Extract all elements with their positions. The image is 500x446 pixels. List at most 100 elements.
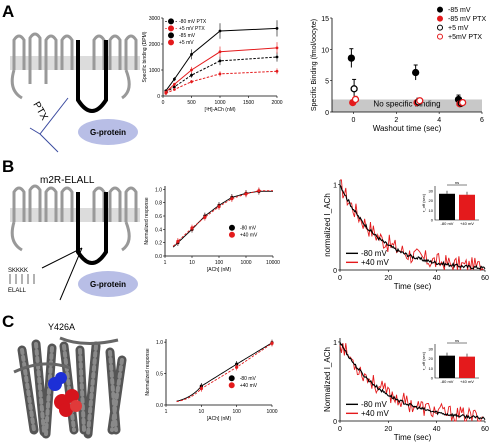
x-tick-label: 0 (351, 117, 355, 124)
gprotein-label-b: G-protein (90, 280, 126, 289)
inset-category-label: -80 mV (441, 221, 454, 226)
legend-swatch (228, 375, 235, 382)
series-line (165, 56, 278, 93)
x-tick-label: 1 (165, 409, 168, 415)
legend-swatch (228, 382, 235, 389)
x-tick-label: 40 (433, 275, 441, 282)
legend-label: -80 mV (240, 376, 257, 382)
y-tick-label: 1 (333, 182, 337, 189)
data-point (164, 90, 168, 94)
x-tick-label: 1000 (266, 409, 277, 415)
legend-label: +5 mV (179, 40, 194, 46)
legend-swatch (437, 15, 443, 22)
chart-a-washout: No specific binding 0 2 4 6 0 5 10 15 Washout tim… (311, 6, 486, 133)
inset-y-tick: 0 (431, 218, 434, 223)
x-axis-label: Time (sec) (394, 433, 432, 442)
x-tick-label: 20 (384, 426, 392, 433)
data-point (218, 59, 222, 63)
legend-swatch (168, 32, 174, 39)
seq-top: SKKKK (8, 268, 28, 274)
data-point (176, 239, 180, 243)
inset-category-label: +40 mV (460, 221, 474, 226)
x-tick-label: 2 (394, 117, 398, 124)
fit-curve (176, 343, 273, 403)
data-point (218, 50, 222, 54)
x-tick-label: 500 (187, 100, 196, 106)
panel-label-b: B (2, 157, 14, 176)
legend-label: +40 mV (240, 232, 258, 238)
y-tick-label: 0 (325, 110, 329, 117)
data-point (190, 80, 193, 84)
legend-label: -80 mV PTX (179, 19, 207, 25)
x-tick-label: 20 (384, 275, 392, 282)
receptor-diagram-b: G-protein SKKKK ELALL (8, 184, 140, 301)
data-point (190, 73, 193, 77)
gprotein-label-a: G-protein (90, 128, 126, 137)
x-tick-label: 0 (162, 100, 165, 106)
data-point (190, 68, 193, 72)
y-tick-label: 0.0 (156, 403, 163, 409)
data-point (347, 54, 356, 62)
x-tick-label: 10000 (266, 260, 280, 266)
y-tick-label: 0.6 (155, 214, 162, 220)
y-tick-label: 0.5 (156, 372, 163, 378)
inset-y-label: τ_off (sec) (421, 193, 426, 212)
y-tick-label: 1.0 (155, 187, 162, 193)
y-axis-label: Specific binding (DPM) (142, 31, 148, 82)
legend-label: +40 mV (361, 258, 389, 267)
legend-swatch (437, 33, 443, 40)
data-point (218, 72, 222, 76)
inset-bar (459, 356, 475, 378)
data-point (217, 205, 221, 209)
data-point (173, 82, 176, 86)
inset-y-tick: 30 (429, 188, 434, 193)
series-line (165, 70, 278, 94)
inset-y-tick: 10 (429, 366, 434, 371)
data-point (275, 27, 279, 30)
construct-label-b: m2R-ELALL (40, 175, 95, 186)
inset-y-tick: 30 (429, 346, 434, 351)
data-point (351, 95, 360, 104)
data-point (275, 46, 279, 50)
legend-label: -85 mV PTX (448, 16, 486, 23)
y-tick-label: 0.8 (155, 201, 162, 207)
y-tick-label: 1 (333, 340, 337, 347)
x-tick-label: 40 (433, 426, 441, 433)
inset-sig-label: ns (455, 180, 459, 185)
y-axis-label: normalized I_ACh (323, 193, 332, 257)
axis-line (165, 339, 272, 406)
data-point (416, 97, 424, 105)
y-tick-label: 0 (333, 419, 337, 426)
data-point (458, 98, 467, 107)
x-axis-label: Time (sec) (394, 282, 432, 291)
x-tick-label: 0 (338, 275, 342, 282)
legend-swatch (437, 6, 443, 13)
x-axis-label: [³H]-ACh (nM) (204, 107, 235, 113)
legend-label: -80 mV (240, 225, 257, 231)
inset-bar (439, 193, 455, 220)
trace-minus80 (339, 342, 486, 420)
y-tick-label: 1000 (149, 68, 160, 74)
y-tick-label: 10 (321, 47, 329, 54)
data-point (275, 55, 279, 59)
x-tick-label: 10 (189, 260, 195, 266)
y-tick-label: 2000 (149, 42, 160, 48)
inset-bar (439, 355, 455, 378)
x-tick-label: 100 (232, 409, 241, 415)
inset-bar (459, 194, 475, 220)
y-tick-label: 0.4 (155, 227, 162, 233)
data-point (173, 88, 176, 91)
x-tick-label: 100 (215, 260, 224, 266)
y-tick-label: 3000 (149, 16, 160, 22)
y-tick-label: 15 (321, 16, 329, 23)
nonspecific-band (332, 99, 482, 112)
inset-category-label: +40 mV (460, 379, 474, 384)
legend-swatch (228, 231, 235, 238)
data-point (235, 365, 239, 369)
data-point (190, 226, 194, 230)
inset-y-tick: 20 (429, 198, 434, 203)
x-tick-label: 6 (480, 117, 484, 124)
data-point (412, 68, 420, 77)
chart-b-decay: 0 20 40 60 0 1 Time (sec) normalized I_ACh -80 m… (323, 179, 489, 291)
